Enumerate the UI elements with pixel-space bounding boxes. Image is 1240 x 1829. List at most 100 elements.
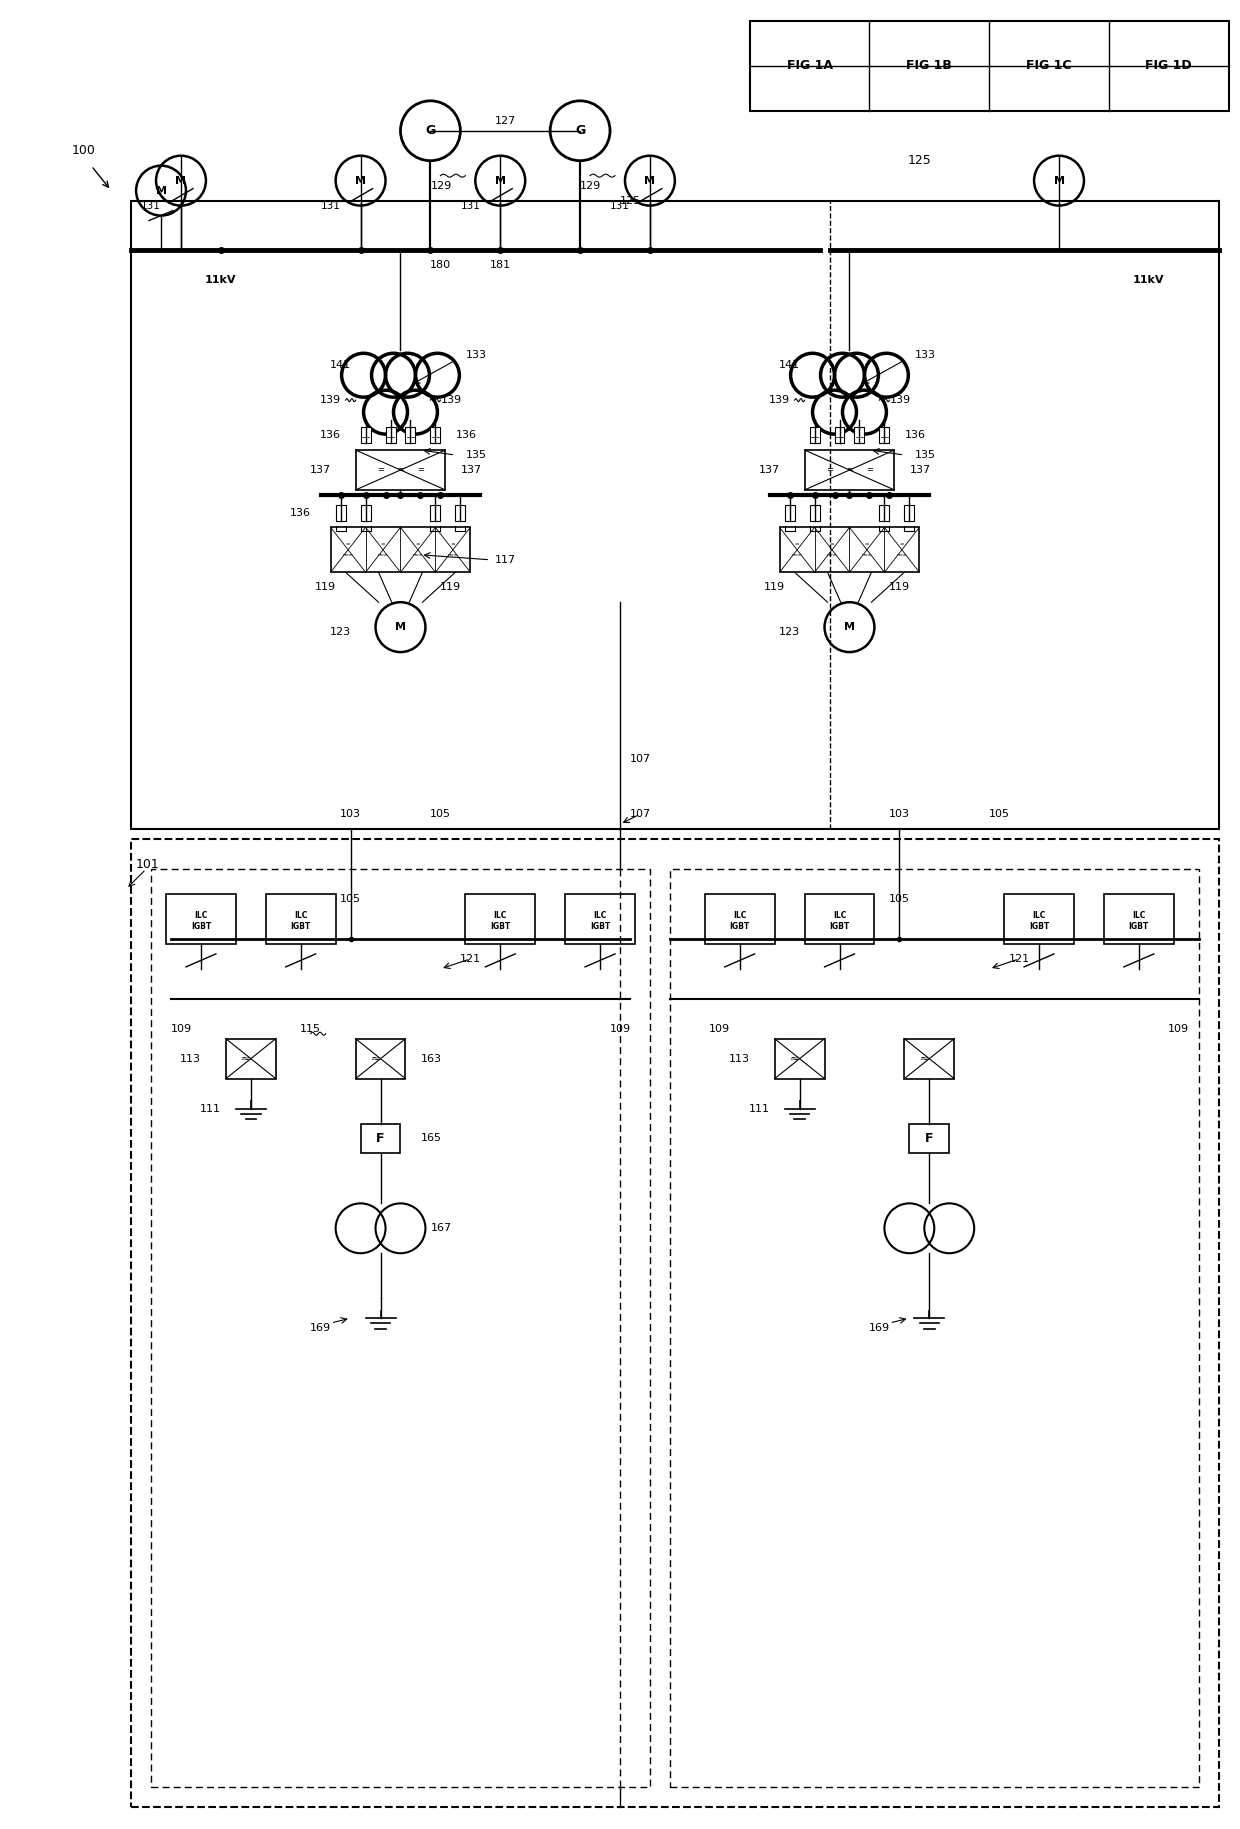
- Text: 129: 129: [580, 181, 601, 190]
- Text: =: =: [846, 466, 853, 474]
- Text: 163: 163: [420, 1054, 441, 1064]
- Text: 109: 109: [709, 1024, 730, 1033]
- Bar: [670, 869, 1199, 1787]
- Bar: [810, 505, 820, 521]
- Text: ILC
IGBT: ILC IGBT: [490, 911, 511, 931]
- Text: G: G: [575, 124, 585, 137]
- Text: 137: 137: [310, 465, 331, 476]
- Text: nnnn: nnnn: [862, 552, 872, 556]
- Bar: [405, 428, 415, 443]
- Text: 103: 103: [889, 808, 910, 819]
- Text: 139: 139: [440, 395, 461, 406]
- Text: 113: 113: [729, 1054, 750, 1064]
- Text: ≈: ≈: [920, 1054, 929, 1064]
- Text: nnnn: nnnn: [792, 552, 802, 556]
- Text: =: =: [830, 543, 835, 547]
- Text: 165: 165: [420, 1134, 441, 1143]
- Text: M: M: [1054, 176, 1064, 187]
- Text: F: F: [376, 1132, 384, 1145]
- Bar: [361, 1123, 401, 1154]
- Text: 123: 123: [330, 627, 351, 636]
- Text: 181: 181: [490, 260, 511, 271]
- Bar: [904, 505, 914, 521]
- Bar: [704, 894, 775, 944]
- Bar: [430, 505, 440, 521]
- Bar: [465, 894, 536, 944]
- Bar: [131, 840, 1219, 1807]
- Text: =: =: [381, 543, 386, 547]
- Bar: [430, 428, 440, 443]
- Text: 119: 119: [889, 582, 910, 593]
- Bar: [386, 428, 396, 443]
- Text: nnnn: nnnn: [413, 552, 423, 556]
- Text: ≈: ≈: [371, 1054, 381, 1064]
- Text: M: M: [844, 622, 856, 633]
- Text: ILC
IGBT: ILC IGBT: [729, 911, 750, 931]
- Text: ILC
IGBT: ILC IGBT: [1128, 911, 1149, 931]
- Bar: [361, 505, 371, 521]
- Text: 136: 136: [904, 430, 925, 441]
- Bar: [226, 1039, 275, 1079]
- Text: 11kV: 11kV: [1133, 276, 1164, 285]
- Text: 131: 131: [141, 201, 161, 210]
- Bar: [879, 428, 889, 443]
- Text: 131: 131: [321, 201, 341, 210]
- Bar: [780, 527, 919, 572]
- Text: M: M: [355, 176, 366, 187]
- Text: 113: 113: [180, 1054, 201, 1064]
- Text: F: F: [925, 1132, 934, 1145]
- Text: 111: 111: [749, 1103, 770, 1114]
- Text: 135: 135: [465, 450, 486, 461]
- Text: FIG 1D: FIG 1D: [1146, 59, 1192, 73]
- Text: FIG 1A: FIG 1A: [786, 59, 832, 73]
- Text: 167: 167: [430, 1224, 451, 1233]
- Text: 169: 169: [310, 1322, 331, 1333]
- Text: 123: 123: [779, 627, 800, 636]
- Text: 103: 103: [340, 808, 361, 819]
- Bar: [331, 527, 470, 572]
- Text: ILC
IGBT: ILC IGBT: [290, 911, 311, 931]
- Text: nnnn: nnnn: [827, 552, 837, 556]
- Bar: [151, 869, 650, 1787]
- Text: 105: 105: [889, 894, 910, 904]
- Text: 119: 119: [764, 582, 785, 593]
- Text: 133: 133: [914, 351, 935, 360]
- Text: 131: 131: [610, 201, 630, 210]
- Text: nnnn: nnnn: [343, 552, 353, 556]
- Text: 121: 121: [460, 955, 481, 964]
- Bar: [356, 1039, 405, 1079]
- Text: nnnn: nnnn: [448, 552, 458, 556]
- Text: 109: 109: [609, 1024, 631, 1033]
- Text: ILC
IGBT: ILC IGBT: [590, 911, 610, 931]
- Text: 127: 127: [495, 115, 516, 126]
- Text: =: =: [377, 466, 384, 474]
- Bar: [785, 505, 795, 521]
- Text: 169: 169: [869, 1322, 890, 1333]
- Text: 105: 105: [340, 894, 361, 904]
- Text: FIG 1B: FIG 1B: [906, 59, 952, 73]
- Text: =: =: [826, 466, 833, 474]
- Text: =: =: [864, 543, 869, 547]
- Text: ILC
IGBT: ILC IGBT: [1029, 911, 1049, 931]
- Text: 105: 105: [988, 808, 1009, 819]
- Text: 139: 139: [889, 395, 910, 406]
- Text: 141: 141: [779, 360, 800, 369]
- Bar: [565, 894, 635, 944]
- Text: nnnn: nnnn: [378, 552, 388, 556]
- Text: =: =: [450, 543, 455, 547]
- Text: 139: 139: [769, 395, 790, 406]
- Bar: [805, 450, 894, 490]
- Text: 109: 109: [170, 1024, 191, 1033]
- Text: 115: 115: [300, 1024, 321, 1033]
- Text: 119: 119: [440, 582, 461, 593]
- Bar: [805, 894, 874, 944]
- Text: 180: 180: [430, 260, 451, 271]
- Text: 125: 125: [908, 154, 931, 166]
- Text: =: =: [397, 466, 404, 474]
- Text: ILC
IGBT: ILC IGBT: [191, 911, 211, 931]
- Text: =: =: [899, 543, 904, 547]
- Text: 121: 121: [1008, 955, 1029, 964]
- Text: =: =: [866, 466, 873, 474]
- Text: 137: 137: [909, 465, 930, 476]
- Bar: [775, 1039, 825, 1079]
